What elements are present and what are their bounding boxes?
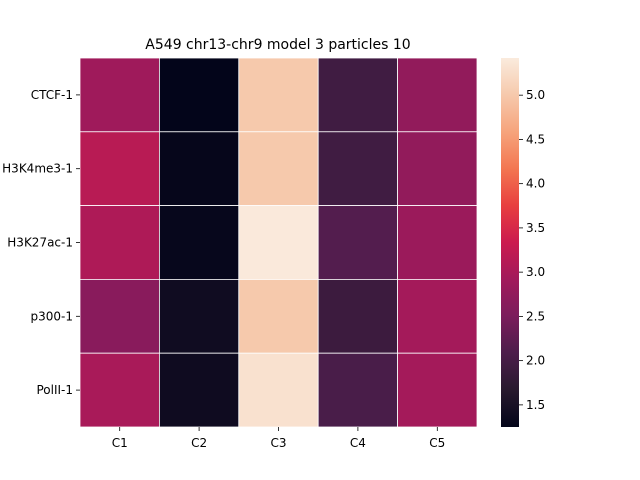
colorbar-tick-label: 3.0 [526, 265, 545, 279]
column-label: C4 [350, 436, 366, 450]
heatmap-cell [397, 57, 478, 133]
heatmap-cell [317, 278, 399, 354]
colorbar-tick-label: 4.5 [526, 132, 545, 146]
column-label: C3 [270, 436, 286, 450]
column-label: C2 [191, 436, 207, 450]
heatmap-cell [79, 205, 160, 280]
heatmap-cell [397, 205, 478, 280]
colorbar-tick-label: 4.0 [526, 177, 545, 191]
heatmap-cell [158, 278, 240, 354]
column-labels: C1 C2 C3 C4 C5 [112, 427, 445, 450]
heatmap-cell [79, 131, 160, 207]
heatmap-cell [158, 131, 240, 207]
heatmap-cells [79, 57, 478, 428]
row-label: p300-1 [31, 309, 74, 323]
row-labels: CTCF-1 H3K4me3-1 H3K27ac-1 p300-1 PolII-1 [2, 88, 80, 397]
row-label: CTCF-1 [31, 88, 73, 102]
colorbar: 1.5 2.0 2.5 3.0 3.5 4.0 4.5 5.0 [501, 58, 545, 427]
heatmap-cell [238, 57, 319, 133]
colorbar-tick-label: 2.0 [526, 354, 545, 368]
column-label: C1 [112, 436, 128, 450]
heatmap-cell [397, 131, 478, 207]
colorbar-tick-label: 2.5 [526, 309, 545, 323]
heatmap-cell [79, 57, 160, 133]
heatmap-cell [397, 352, 478, 428]
heatmap-cell [397, 278, 478, 354]
heatmap-cell [238, 278, 319, 354]
heatmap-cell [158, 205, 240, 280]
colorbar-tick-label: 5.0 [526, 88, 545, 102]
row-label: PolII-1 [36, 383, 73, 397]
heatmap-cell [317, 205, 399, 280]
heatmap-cell [79, 352, 160, 428]
colorbar-tick-label: 1.5 [526, 398, 545, 412]
heatmap-cell [238, 131, 319, 207]
chart-title: A549 chr13-chr9 model 3 particles 10 [145, 37, 410, 53]
heatmap-cell [238, 205, 319, 280]
heatmap-cell [158, 57, 240, 133]
colorbar-tick-label: 3.5 [526, 221, 545, 235]
heatmap-cell [79, 278, 160, 354]
row-label: H3K27ac-1 [7, 236, 73, 250]
column-label: C5 [429, 436, 445, 450]
row-label: H3K4me3-1 [2, 162, 73, 176]
heatmap-cell [238, 352, 319, 428]
heatmap-cell [317, 352, 399, 428]
heatmap-cell [158, 352, 240, 428]
colorbar-gradient [501, 58, 519, 427]
heatmap-cell [317, 131, 399, 207]
heatmap-cell [317, 57, 399, 133]
